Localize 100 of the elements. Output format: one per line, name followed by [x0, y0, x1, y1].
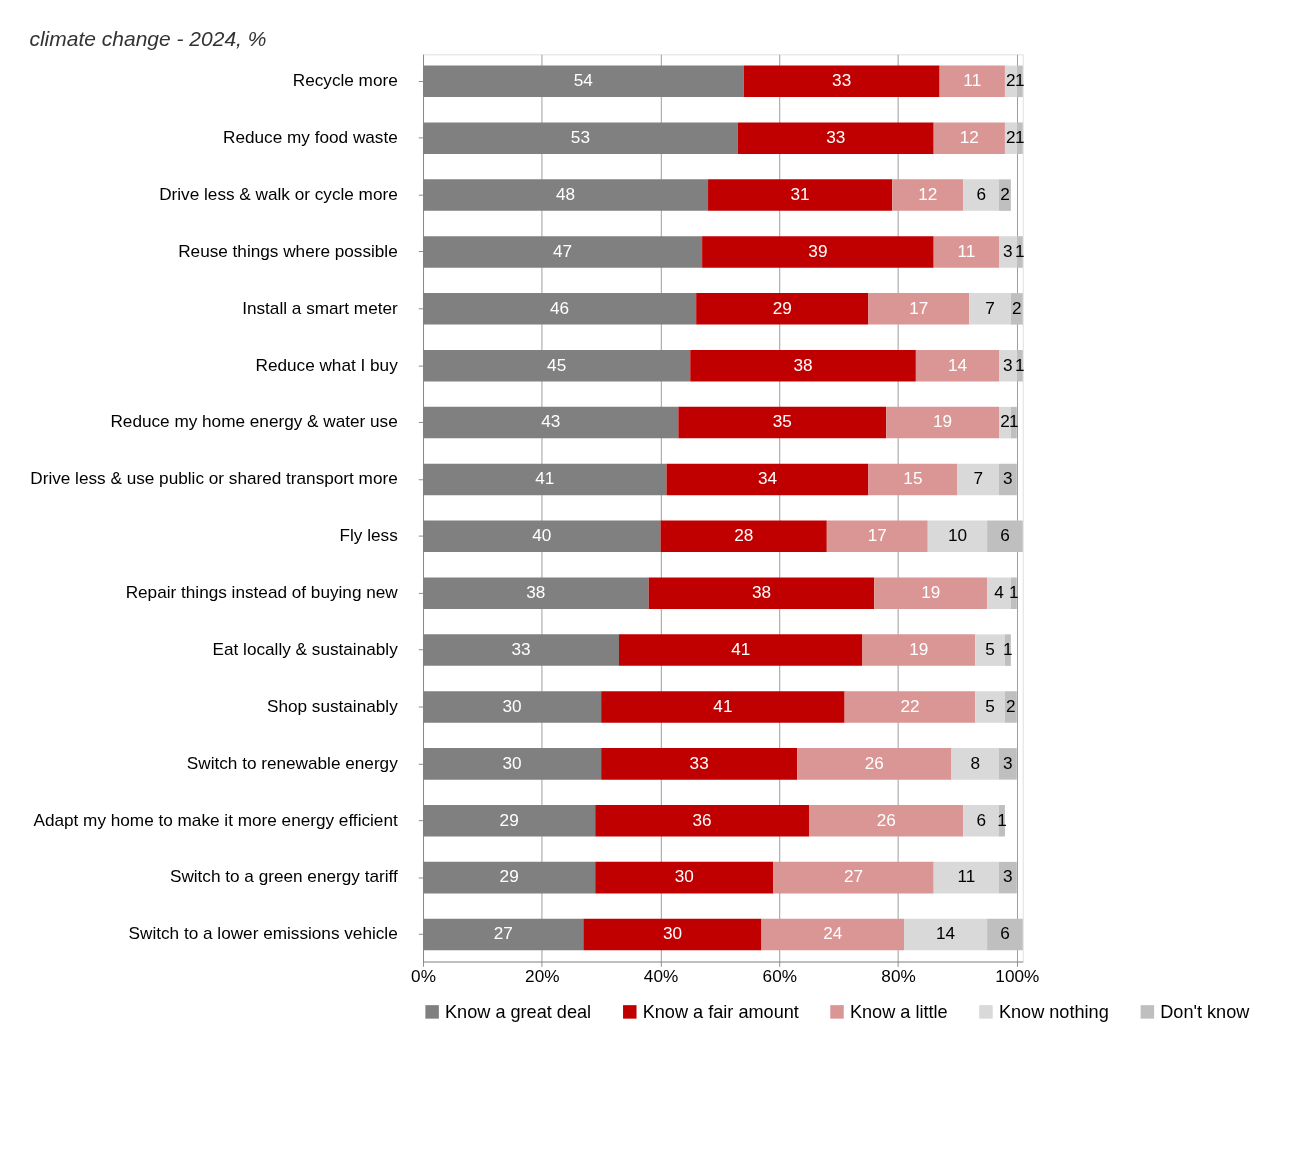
data-label: 45 [547, 354, 567, 375]
bar [886, 406, 999, 439]
data-label: 1 [1015, 240, 1025, 261]
data-label: 19 [921, 582, 941, 603]
data-label: 46 [550, 297, 570, 318]
data-label: 12 [918, 183, 938, 204]
data-label: 28 [734, 525, 754, 546]
bar [696, 293, 869, 325]
text: climate change - 2024, % [29, 26, 267, 50]
data-label: 30 [674, 866, 694, 887]
y-tick-label: Shop sustainably [266, 695, 399, 716]
data-label: 6 [976, 809, 986, 830]
data-label: 1 [1015, 70, 1025, 91]
data-label: 5 [985, 638, 995, 659]
y-tick-label: Reduce my home energy & water use [110, 411, 398, 432]
data-label: 3 [1003, 752, 1013, 773]
data-label: 35 [772, 411, 792, 432]
data-label: 7 [985, 297, 995, 318]
data-label: 3 [1003, 866, 1013, 887]
y-tick-label: Fly less [339, 525, 398, 546]
bar [826, 520, 928, 553]
data-label: 4 [994, 582, 1005, 603]
data-label: 10 [947, 525, 967, 546]
data-label: 5 [985, 695, 995, 716]
bar [595, 804, 809, 837]
data-label: 30 [662, 923, 682, 944]
bar [618, 634, 863, 666]
data-label: 1 [997, 809, 1007, 830]
bar [987, 520, 1023, 553]
data-label: 41 [731, 638, 751, 659]
bar [690, 349, 916, 382]
bar [862, 634, 976, 666]
bar [648, 577, 875, 609]
y-tick-label: Switch to a green energy tariff [169, 866, 398, 887]
data-label: 1 [1015, 354, 1025, 375]
y-tick-label: Recycle more [292, 70, 398, 91]
legend-label: Know a fair amount [642, 1001, 799, 1022]
data-label: 8 [970, 752, 981, 773]
data-label: 38 [751, 582, 772, 603]
data-label: 31 [790, 183, 810, 204]
y-tick-label: Eat locally & sustainably [212, 638, 399, 659]
data-label: 47 [553, 240, 573, 261]
x-tick-label: 100% [995, 966, 1040, 987]
data-label: 36 [692, 809, 712, 830]
bar [951, 748, 999, 780]
data-label: 1 [1003, 638, 1013, 659]
data-label: 26 [864, 752, 884, 773]
data-label: 41 [535, 468, 555, 489]
data-label: 17 [909, 297, 929, 318]
bar [761, 918, 904, 951]
data-label: 14 [936, 923, 956, 944]
data-label: 30 [502, 695, 522, 716]
bar [844, 691, 976, 723]
data-label: 2 [1006, 695, 1016, 716]
data-label: 43 [541, 411, 561, 432]
bar [987, 577, 1011, 609]
x-tick-label: 0% [411, 966, 436, 987]
data-label: 27 [493, 923, 513, 944]
legend-label: Know nothing [998, 1001, 1109, 1022]
data-label: 15 [903, 468, 923, 489]
data-label: 3 [1003, 240, 1013, 261]
bar [939, 65, 1005, 98]
bar [708, 179, 893, 211]
bar [660, 520, 827, 553]
bar [874, 577, 988, 609]
x-tick-label: 20% [525, 966, 560, 987]
x-tick-label: 80% [881, 966, 916, 987]
data-label: 39 [808, 240, 828, 261]
data-label: 6 [976, 183, 986, 204]
data-label: 7 [973, 468, 983, 489]
data-label: 2 [1000, 411, 1010, 432]
y-tick-label: Switch to a lower emissions vehicle [128, 923, 398, 944]
data-label: 11 [957, 866, 976, 887]
data-label: 29 [499, 809, 519, 830]
bar [595, 861, 774, 894]
data-label: 30 [502, 752, 522, 773]
legend-label: Know a little [849, 1001, 948, 1022]
data-label: 33 [689, 752, 709, 773]
data-label: 48 [555, 183, 576, 204]
data-label: 41 [713, 695, 733, 716]
data-label: 26 [876, 809, 896, 830]
x-tick-label: 60% [762, 966, 797, 987]
bar [987, 918, 1023, 951]
data-label: 2 [1012, 297, 1022, 318]
bar [999, 748, 1017, 780]
data-label: 6 [1000, 525, 1010, 546]
bar [797, 748, 952, 780]
bar [933, 236, 999, 268]
y-tick-label: Install a smart meter [242, 297, 399, 318]
y-tick-label: Drive less & use public or shared transport more [30, 468, 398, 489]
bar [975, 634, 1005, 666]
bar [737, 122, 934, 154]
data-label: 17 [867, 525, 887, 546]
data-label: 29 [499, 866, 519, 887]
data-label: 19 [909, 638, 929, 659]
bar [583, 918, 762, 951]
bar [933, 861, 999, 894]
data-label: 34 [757, 468, 778, 489]
bar [702, 236, 934, 268]
bar [743, 65, 940, 98]
